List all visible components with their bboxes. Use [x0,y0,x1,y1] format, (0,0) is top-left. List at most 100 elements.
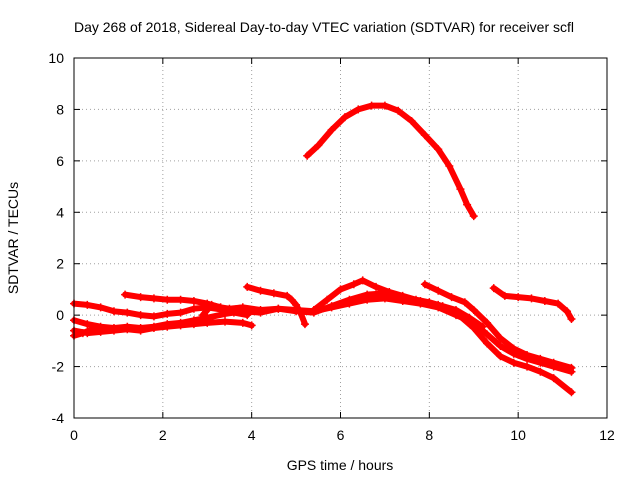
data-point [225,304,234,313]
data-point [438,302,447,311]
y-tick-label: 6 [56,153,64,169]
data-point [496,334,505,343]
data-point [256,308,265,317]
data-point [163,309,172,318]
data-point [136,293,145,302]
data-point [149,294,158,303]
data-point [549,358,558,367]
data-point [407,117,416,125]
data-point [554,299,563,308]
data-point [238,303,247,312]
data-point [447,293,456,302]
data-point [256,286,265,295]
data-point [340,113,349,122]
data-point [83,300,92,309]
data-point [176,295,185,304]
data-point [496,352,505,361]
data-point [420,280,429,289]
data-point [327,126,336,134]
y-axis-label: SDTVAR / TECUs [5,182,21,294]
data-point [478,322,487,331]
data-point [96,303,105,312]
y-tick-label: 8 [56,101,64,117]
data-point [243,311,252,320]
data-point [523,351,532,359]
data-point [372,282,381,291]
data-point [380,294,389,303]
data-point [216,303,225,312]
data-point [109,307,118,316]
data-point [109,325,118,334]
data-point [149,324,158,332]
data-point [149,312,158,321]
y-tick-label: -2 [52,359,65,375]
data-point [87,325,96,334]
data-point [465,313,474,322]
data-point [500,291,509,300]
data-point [563,307,572,316]
data-point [238,318,247,327]
data-point [567,388,576,397]
data-point [483,339,492,348]
data-point [292,300,301,309]
data-point [460,298,469,307]
data-point [83,320,92,329]
x-tick-label: 12 [599,427,615,443]
data-point [78,329,87,338]
data-point [243,282,252,291]
series-arc1 [303,101,478,221]
data-point [434,286,443,295]
series-arc7 [243,282,309,329]
data-point [367,101,376,110]
axis-ticks: 0 2 4 6 8 10 12 -4 -2 0 2 4 6 8 10 [48,50,615,443]
data-point [536,367,545,376]
data-point [269,289,278,298]
data-point [247,321,256,330]
data-point [121,290,130,299]
data-point [509,358,518,367]
data-point [451,306,460,314]
y-tick-label: -4 [52,410,65,426]
data-point [136,311,145,320]
x-tick-label: 6 [337,427,345,443]
data-point [425,298,434,307]
data-point [323,295,332,304]
data-point [123,325,132,334]
data-point [385,288,394,296]
data-point [567,363,576,372]
data-point [489,284,498,293]
data-point [345,299,354,308]
y-tick-label: 0 [56,307,64,323]
x-tick-label: 2 [159,427,167,443]
data-point [296,308,305,317]
data-point [412,295,421,304]
data-point [469,212,478,221]
x-tick-label: 0 [70,427,78,443]
data-point [189,304,198,313]
data-point [176,321,185,330]
x-axis-label: GPS time / hours [287,457,394,473]
data-point [300,320,309,329]
data-point [363,295,372,304]
data-series [70,101,576,397]
data-point [536,354,545,363]
data-point [203,318,212,327]
data-point [549,374,558,383]
data-point [287,295,296,304]
series-arc10 [489,284,576,323]
x-tick-label: 10 [510,427,526,443]
series-arc9 [420,280,576,372]
data-point [123,308,132,317]
data-point [349,280,358,289]
data-point [483,318,492,327]
data-point [358,276,367,285]
data-point [514,293,523,302]
data-point [314,141,323,150]
data-point [469,306,478,314]
x-tick-label: 8 [425,427,433,443]
y-tick-label: 10 [48,50,64,66]
data-point [509,344,518,353]
data-point [189,297,198,305]
data-point [96,324,105,332]
